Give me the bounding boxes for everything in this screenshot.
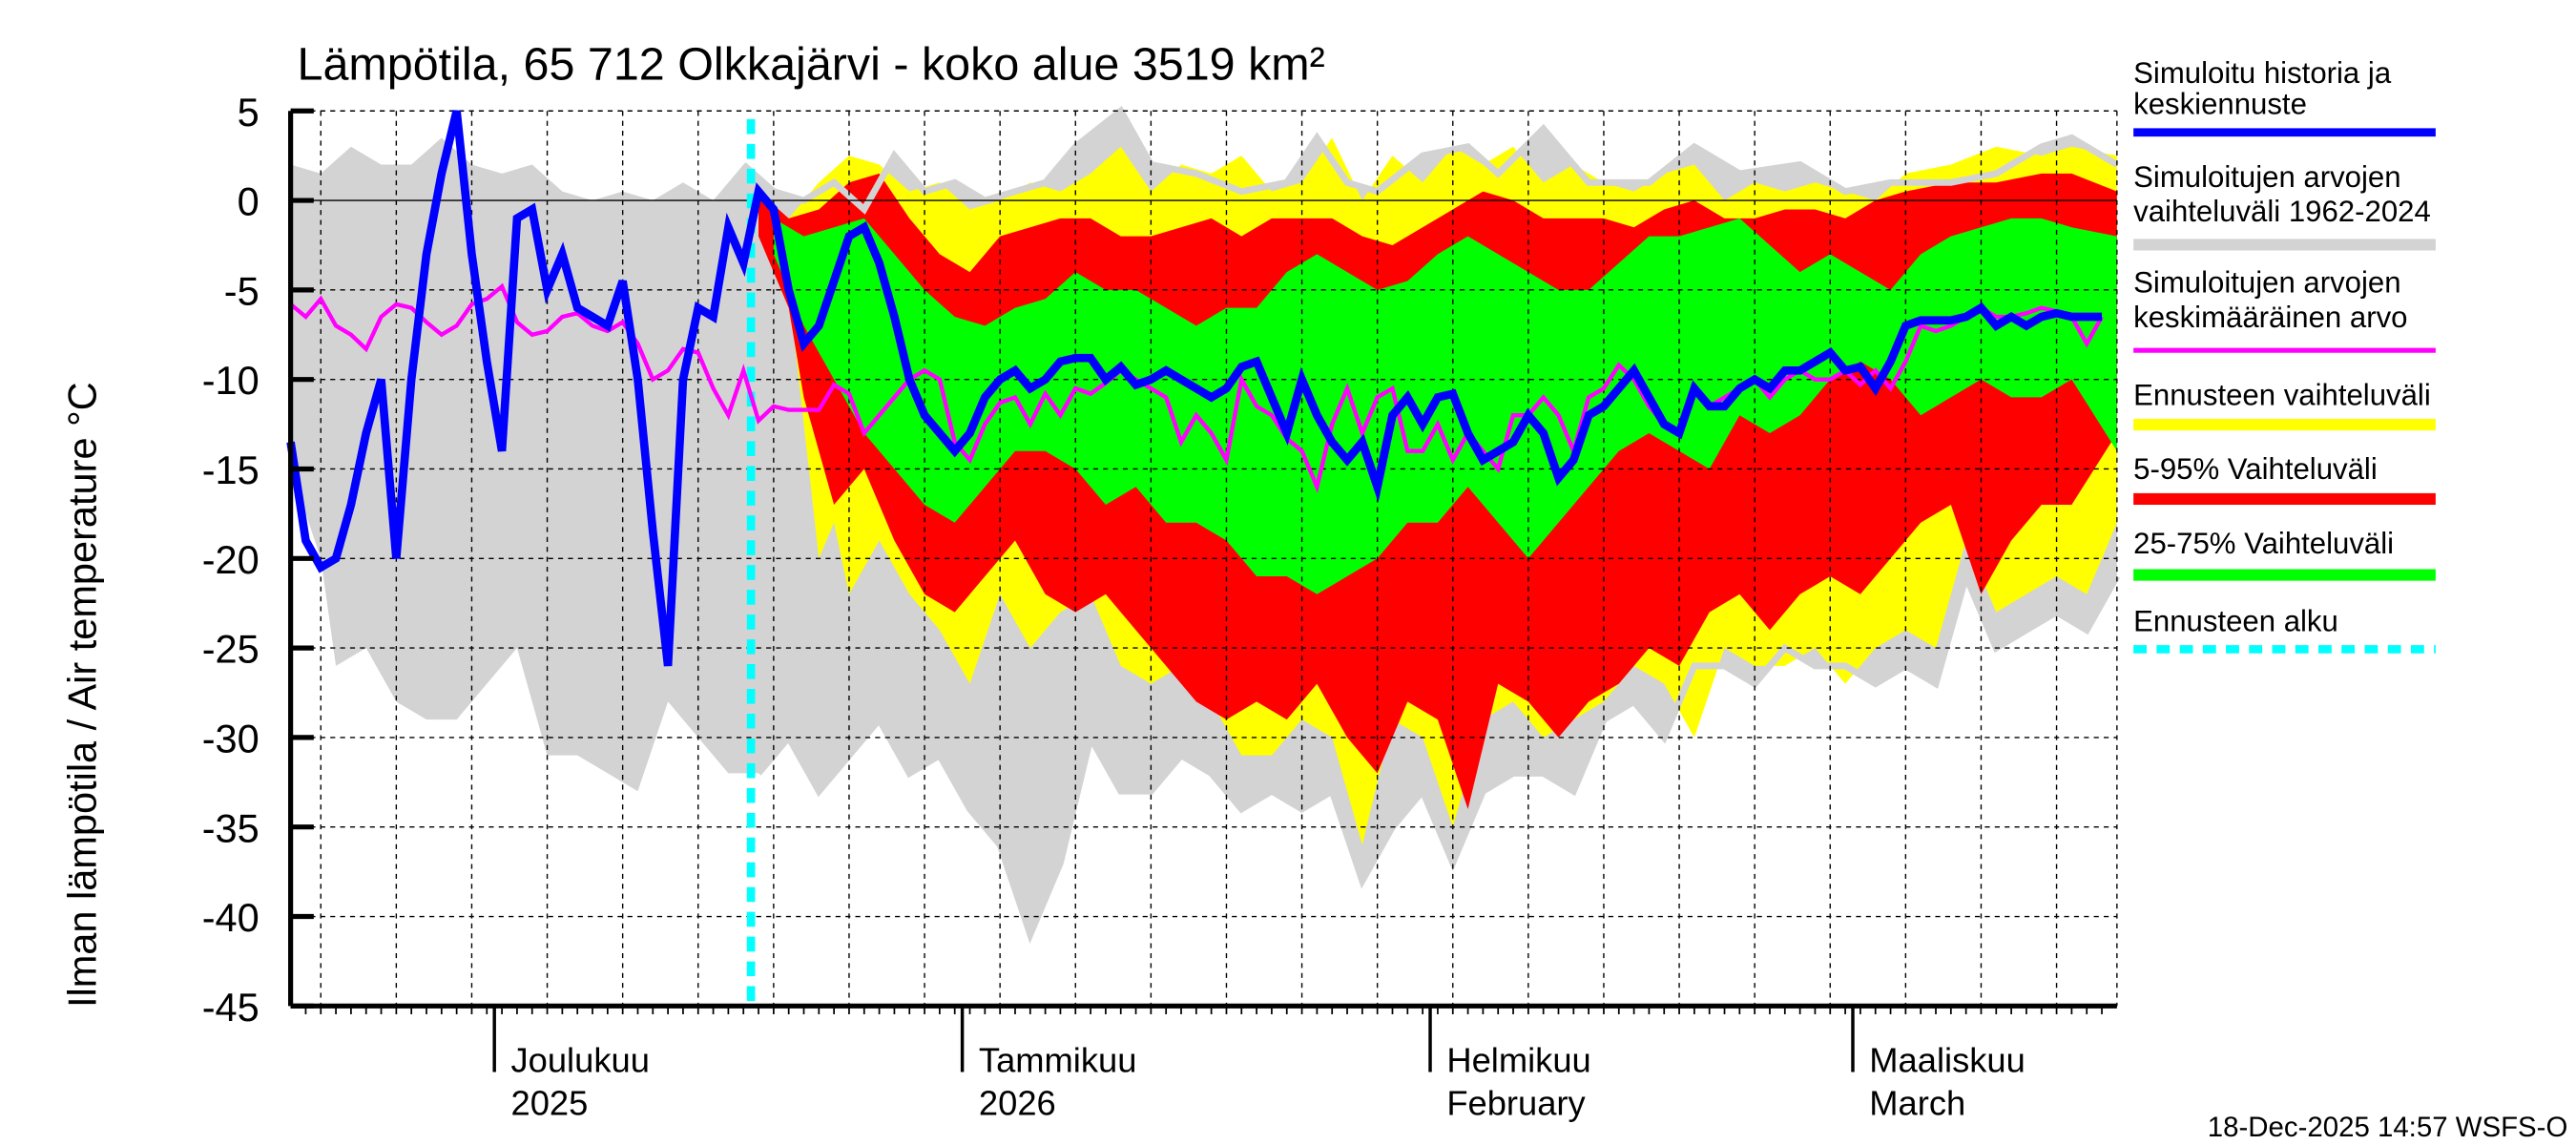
- month-sublabel: 2026: [979, 1084, 1056, 1123]
- y-tick-label: -30: [202, 716, 260, 760]
- y-tick-label: 0: [238, 179, 260, 224]
- band-p25_75: [773, 218, 2117, 594]
- grid-layer: [290, 110, 2118, 1008]
- y-tick-label: -10: [202, 358, 260, 403]
- y-tick-label: -45: [202, 985, 260, 1030]
- y-tick-label: 5: [238, 90, 260, 135]
- y-tick-label: -25: [202, 627, 260, 672]
- axes-layer: 5 0 -5 -10 -15 -20 -25 -30 -35 -40 -45 Joulukuu 2025…: [202, 90, 2117, 1123]
- legend-label: keskimääräinen arvo: [2133, 301, 2407, 334]
- range-upper-line: [740, 106, 2119, 215]
- y-tick-label: -15: [202, 448, 260, 492]
- y-tick-label: -20: [202, 537, 260, 582]
- y-axis-label: Ilman lämpötila / Air temperature °C: [59, 382, 104, 1008]
- month-sublabel: February: [1446, 1084, 1586, 1123]
- month-label: Joulukuu: [510, 1041, 649, 1080]
- y-tick-label: -40: [202, 895, 260, 940]
- timestamp-footer: 18-Dec-2025 14:57 WSFS-O: [2208, 1112, 2568, 1143]
- month-label: Helmikuu: [1446, 1041, 1590, 1080]
- month-label: Tammikuu: [979, 1041, 1137, 1080]
- legend-label: keskiennuste: [2133, 88, 2307, 121]
- legend-label: Simuloitu historia ja: [2133, 56, 2392, 90]
- legend-label: Ennusteen vaihteluväli: [2133, 378, 2431, 411]
- month-label: Maaliskuu: [1869, 1041, 2025, 1080]
- legend-label: Simuloitujen arvojen: [2133, 266, 2400, 300]
- legend-label: vaihteluväli 1962-2024: [2133, 195, 2431, 228]
- legend-label: Simuloitujen arvojen: [2133, 160, 2400, 194]
- series-history: [286, 110, 2103, 667]
- bands-layer: [290, 106, 2120, 945]
- month-sublabel: 2025: [510, 1084, 588, 1123]
- month-sublabel: March: [1869, 1084, 1965, 1123]
- chart-title: Lämpötila, 65 712 Olkkajärvi - koko alue…: [298, 38, 1325, 90]
- y-tick-label: -35: [202, 805, 260, 850]
- lines-layer: [286, 110, 2104, 1007]
- legend-label: Ennusteen alku: [2133, 604, 2338, 637]
- y-tick-label: -5: [224, 268, 260, 313]
- legend-label: 25-75% Vaihteluväli: [2133, 527, 2394, 560]
- legend-label: 5-95% Vaihteluväli: [2133, 452, 2378, 486]
